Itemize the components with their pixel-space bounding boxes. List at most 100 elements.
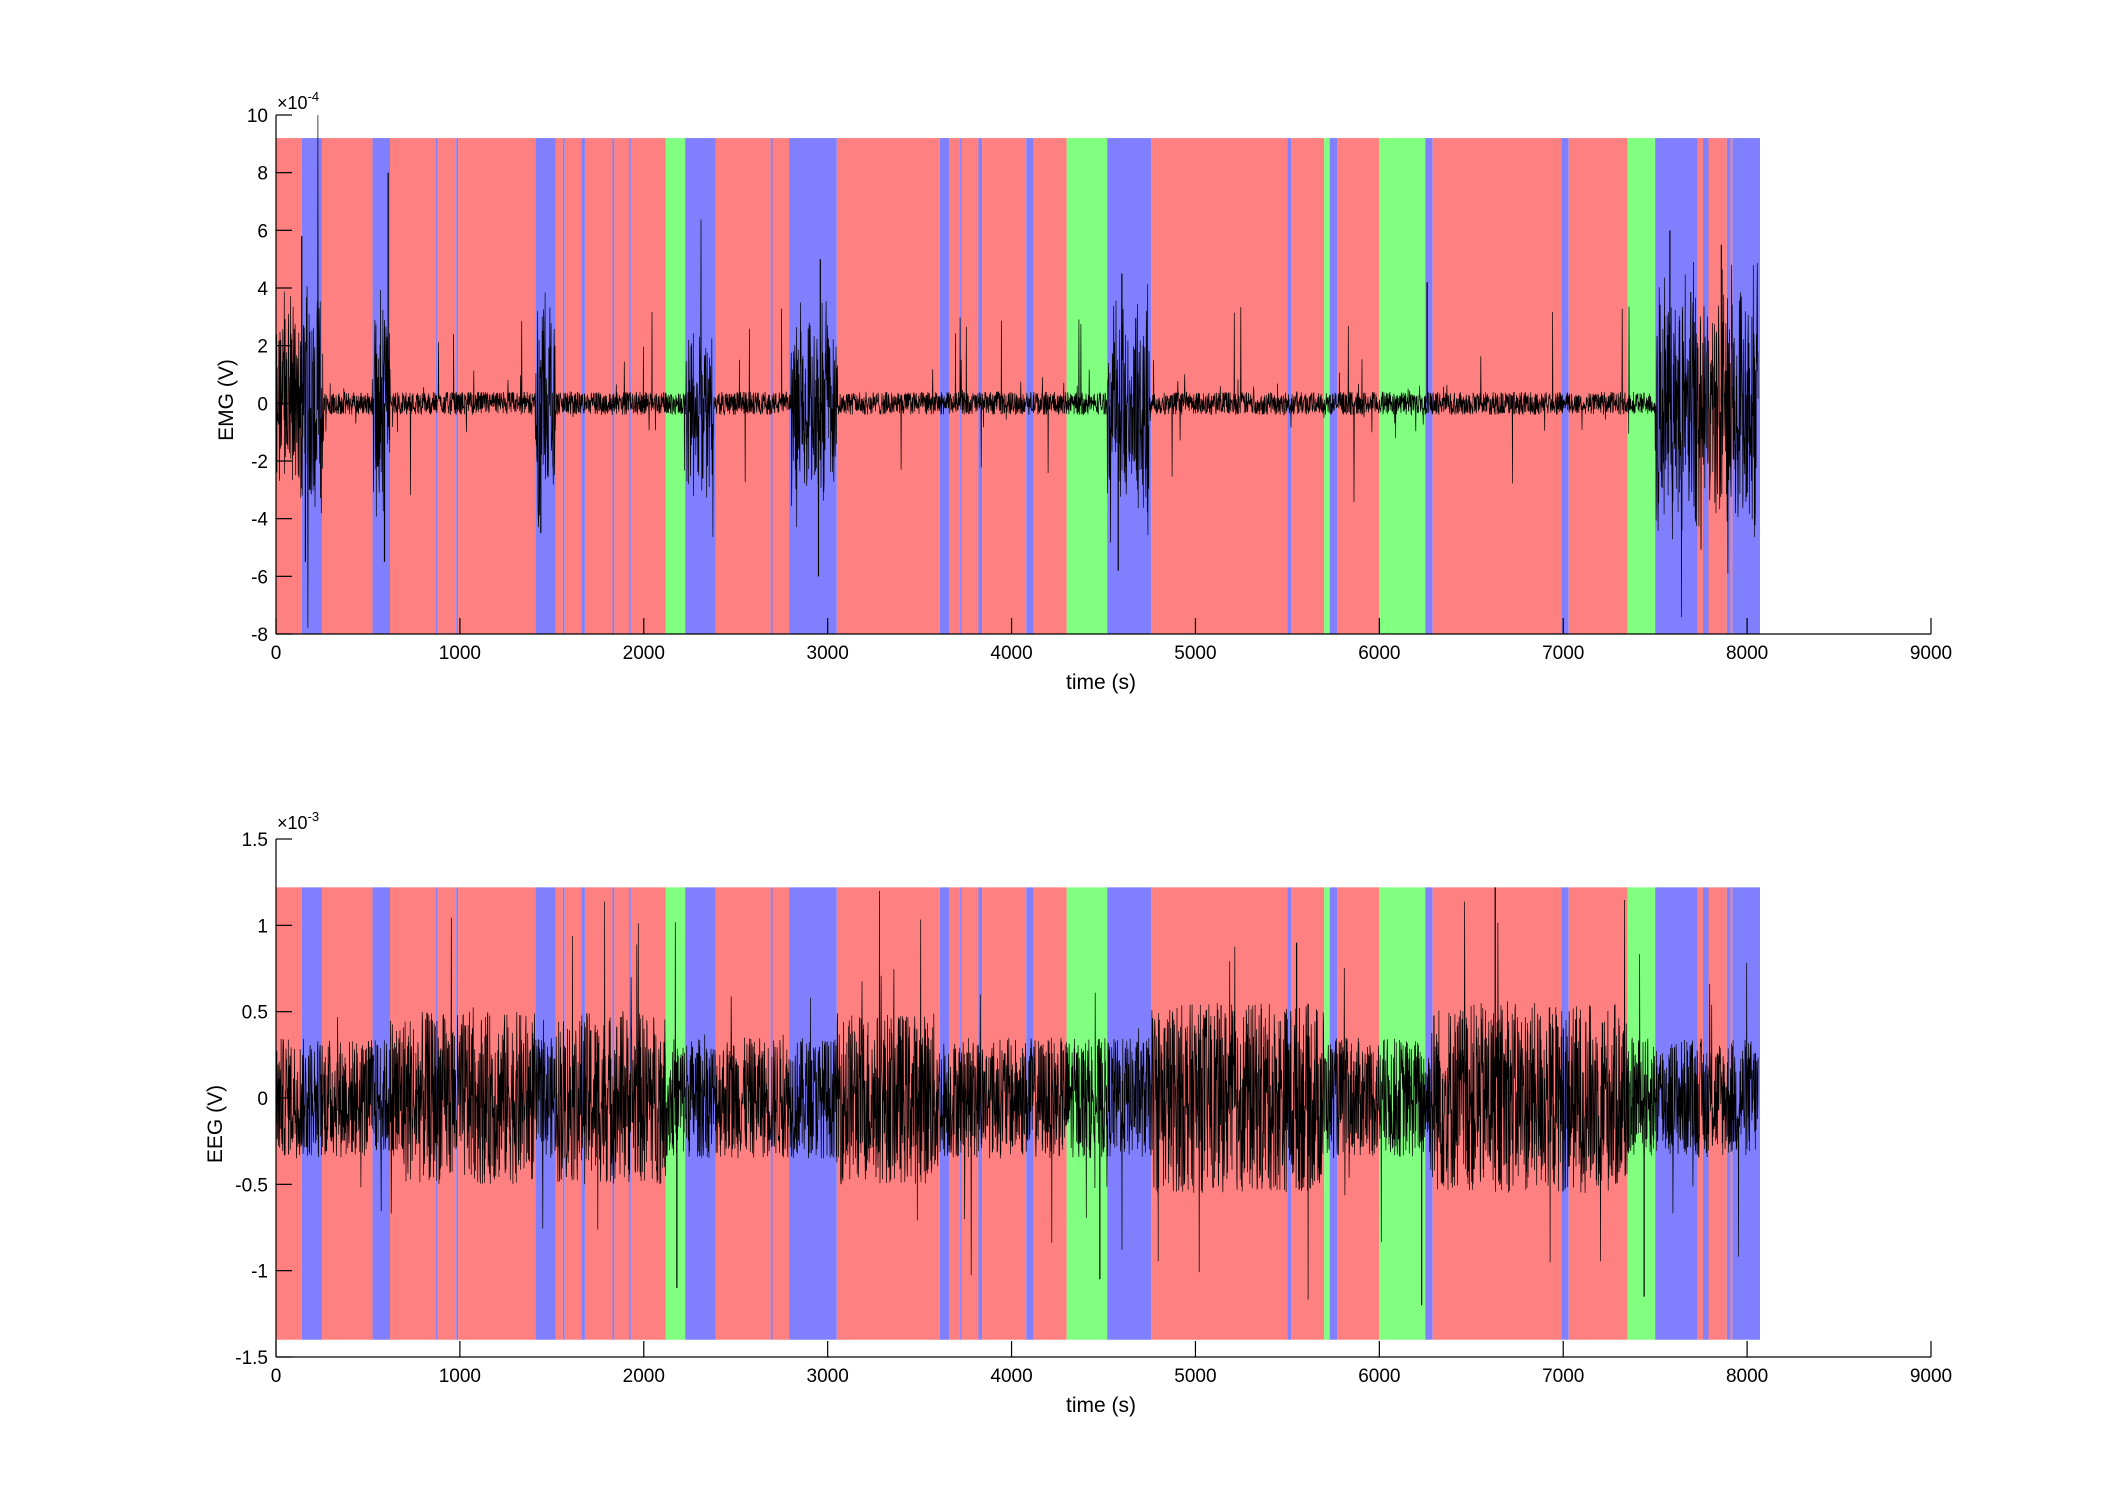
state-band-blue (978, 138, 983, 635)
state-band-red (437, 138, 457, 635)
x-tick-label: 7000 (1542, 643, 1584, 664)
y-tick-label: 10 (247, 106, 268, 127)
signal-line (275, 114, 1759, 628)
state-band-red (715, 138, 771, 635)
x-tick-label: 5000 (1174, 643, 1216, 664)
state-band-blue (456, 138, 459, 635)
state-band-green (1627, 138, 1656, 635)
state-band-blue (1655, 887, 1698, 1340)
state-band-blue (770, 138, 773, 635)
y-tick-label: -6 (251, 567, 268, 588)
emg-trace (275, 114, 1759, 628)
y-tick-label: 8 (257, 164, 268, 185)
state-band-red (1291, 138, 1325, 635)
x-tick-label: 3000 (807, 643, 849, 664)
x-tick-label: 0 (271, 1366, 282, 1387)
state-band-red (321, 138, 373, 635)
state-band-red (564, 887, 582, 1340)
state-band-red (1568, 138, 1628, 635)
y-tick-label: -1.5 (235, 1348, 268, 1369)
state-band-red (836, 138, 940, 635)
y-tick-label: -4 (251, 510, 268, 531)
x-tick-label: 4000 (990, 1366, 1032, 1387)
state-band-blue (562, 138, 565, 635)
state-band-red (1432, 138, 1562, 635)
y-tick-label: 4 (257, 279, 268, 300)
state-band-red (1697, 887, 1703, 1340)
state-band-blue (629, 138, 631, 635)
emg-subplot: 0 1000 2000 3000 4000 5000 6000 7000 8000 9000 -8 -… (215, 89, 1952, 694)
x-tick-label: 9000 (1910, 1366, 1952, 1387)
state-band-red (564, 138, 582, 635)
state-band-red (772, 887, 790, 1340)
state-band-green (665, 138, 686, 635)
y-tick-label: 1.5 (242, 830, 268, 851)
state-band-red (390, 138, 436, 635)
signal-line (275, 890, 1759, 1300)
x-tick-label: 1000 (439, 643, 481, 664)
x-tick-label: 6000 (1358, 1366, 1400, 1387)
y-tick-label: -8 (251, 625, 268, 646)
x-tick-label: 7000 (1542, 1366, 1584, 1387)
y-tick-label: 2 (257, 337, 268, 358)
eeg-y-axis-label: EEG (V) (204, 1085, 227, 1163)
eeg-subplot: 0 1000 2000 3000 4000 5000 6000 7000 8000 9000 -1.… (204, 809, 1952, 1417)
state-band-red (458, 138, 536, 635)
x-tick-label: 8000 (1726, 643, 1768, 664)
state-band-green (1379, 138, 1426, 635)
emg-y-axis-label: EMG (V) (215, 359, 238, 441)
state-band-green (1066, 138, 1108, 635)
y-tick-label: -2 (251, 452, 268, 473)
y-tick-label: -0.5 (235, 1175, 268, 1196)
state-band-red (982, 138, 1027, 635)
emg-exponent-label: ×10-4 (277, 89, 319, 113)
state-band-blue (1425, 138, 1433, 635)
x-tick-label: 0 (271, 643, 282, 664)
state-band-red (1033, 887, 1067, 1340)
emg-ticks: 0 1000 2000 3000 4000 5000 6000 7000 8000 9000 -8 -… (247, 106, 1952, 664)
state-band-red (614, 138, 630, 635)
eeg-trace (275, 887, 1759, 1306)
state-band-red (1151, 138, 1288, 635)
emg-state-bands (276, 138, 1760, 635)
state-band-red (555, 138, 563, 635)
state-band-blue (1561, 138, 1569, 635)
x-tick-label: 2000 (623, 643, 665, 664)
state-band-blue (1026, 138, 1034, 635)
eeg-exponent-label: ×10-3 (277, 809, 319, 833)
x-tick-label: 6000 (1358, 643, 1400, 664)
x-tick-label: 9000 (1910, 643, 1952, 664)
y-tick-label: 0 (257, 394, 268, 415)
x-tick-label: 1000 (439, 1366, 481, 1387)
state-band-red (949, 138, 961, 635)
y-tick-label: 6 (257, 221, 268, 242)
x-tick-label: 3000 (807, 1366, 849, 1387)
y-tick-label: 0.5 (242, 1003, 268, 1024)
y-tick-label: 1 (257, 916, 268, 937)
state-band-blue (939, 138, 950, 635)
state-band-blue (1329, 138, 1338, 635)
state-band-blue (1287, 138, 1292, 635)
state-band-green (1324, 138, 1330, 635)
emg-x-axis-label: time (s) (1066, 671, 1136, 694)
eeg-x-axis-label: time (s) (1066, 1394, 1136, 1417)
state-band-red (772, 138, 790, 635)
x-tick-label: 2000 (623, 1366, 665, 1387)
state-band-red (1708, 138, 1727, 635)
state-band-blue (1702, 138, 1709, 635)
state-band-blue (612, 138, 615, 635)
x-tick-label: 5000 (1174, 1366, 1216, 1387)
y-tick-label: 0 (257, 1089, 268, 1110)
emg-axes (275, 115, 1931, 635)
x-tick-label: 8000 (1726, 1366, 1768, 1387)
y-tick-label: -1 (251, 1262, 268, 1283)
x-tick-label: 4000 (990, 643, 1032, 664)
state-band-blue (978, 887, 983, 1340)
state-band-red (1033, 138, 1067, 635)
state-band-blue (435, 138, 438, 635)
state-band-red (321, 887, 373, 1340)
state-band-red (630, 138, 666, 635)
eeg-ticks: 0 1000 2000 3000 4000 5000 6000 7000 8000 9000 -1.… (235, 830, 1952, 1387)
state-band-blue (581, 138, 585, 635)
